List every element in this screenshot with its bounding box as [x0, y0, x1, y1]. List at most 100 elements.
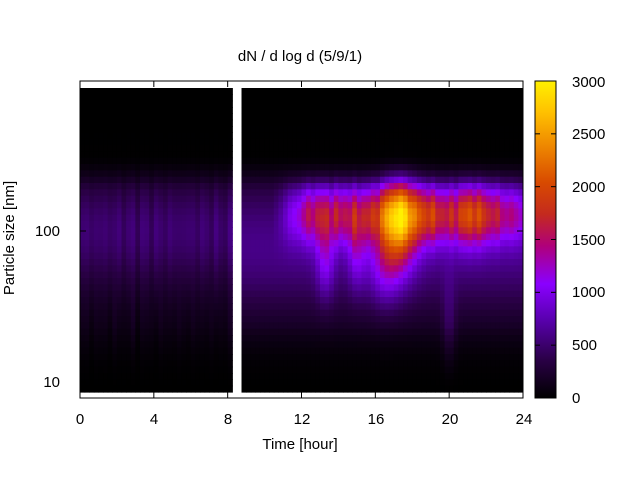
heatmap-cell	[389, 379, 395, 387]
heatmap-cell	[490, 126, 496, 133]
heatmap-cell	[453, 297, 459, 304]
heatmap-cell	[352, 132, 358, 140]
heatmap-cell	[98, 259, 104, 266]
heatmap-cell	[393, 88, 399, 95]
heatmap-cell	[296, 360, 303, 368]
heatmap-cell	[301, 195, 307, 203]
heatmap-cell	[167, 157, 173, 165]
heatmap-cell	[80, 183, 86, 190]
heatmap-cell	[84, 183, 90, 190]
heatmap-cell	[204, 335, 210, 342]
heatmap-cell	[375, 119, 381, 127]
heatmap-cell	[112, 335, 118, 342]
heatmap-cell	[361, 107, 367, 114]
heatmap-cell	[301, 322, 307, 330]
heatmap-cell	[430, 366, 436, 374]
heatmap-cell	[403, 322, 409, 330]
heatmap-cell	[278, 259, 284, 266]
heatmap-cell	[287, 176, 293, 184]
heatmap-cell	[135, 265, 141, 273]
heatmap-cell	[130, 309, 136, 317]
heatmap-cell	[296, 278, 303, 285]
heatmap-cell	[347, 240, 353, 247]
heatmap-cell	[158, 328, 164, 336]
heatmap-cell	[486, 265, 492, 273]
heatmap-cell	[504, 341, 510, 349]
heatmap-cell	[453, 208, 459, 216]
heatmap-cell	[421, 341, 427, 349]
heatmap-cell	[426, 233, 432, 241]
heatmap-cell	[481, 202, 487, 209]
heatmap-cell	[167, 303, 173, 311]
heatmap-cell	[112, 240, 118, 247]
heatmap-cell	[495, 107, 501, 114]
heatmap-cell	[126, 284, 132, 292]
heatmap-cell	[227, 328, 233, 336]
heatmap-cell	[223, 94, 229, 102]
heatmap-cell	[199, 259, 206, 266]
heatmap-cell	[347, 164, 353, 171]
heatmap-cell	[352, 214, 358, 222]
heatmap-cell	[412, 145, 418, 152]
heatmap-cell	[476, 145, 483, 152]
heatmap-cell	[80, 94, 86, 102]
heatmap-cell	[167, 183, 173, 190]
heatmap-cell	[384, 354, 390, 361]
heatmap-cell	[209, 303, 215, 311]
heatmap-cell	[259, 107, 266, 114]
heatmap-cell	[186, 164, 192, 171]
heatmap-cell	[329, 297, 335, 304]
heatmap-cell	[426, 138, 432, 146]
heatmap-cell	[306, 208, 312, 216]
heatmap-cell	[329, 189, 335, 197]
heatmap-cell	[463, 132, 469, 140]
heatmap-cell	[287, 208, 293, 216]
heatmap-cell	[463, 366, 469, 374]
heatmap-cell	[241, 233, 247, 241]
heatmap-cell	[333, 107, 340, 114]
heatmap-cell	[343, 297, 349, 304]
heatmap-cell	[375, 189, 381, 197]
heatmap-cell	[449, 240, 455, 247]
heatmap-cell	[250, 145, 256, 152]
heatmap-cell	[246, 107, 252, 114]
heatmap-cell	[490, 183, 496, 190]
heatmap-cell	[241, 183, 247, 190]
heatmap-cell	[435, 145, 441, 152]
heatmap-cell	[195, 164, 201, 171]
heatmap-cell	[472, 170, 478, 178]
heatmap-cell	[458, 290, 464, 298]
heatmap-cell	[366, 88, 372, 95]
heatmap-cell	[403, 151, 409, 159]
heatmap-cell	[481, 183, 487, 190]
heatmap-cell	[393, 208, 399, 216]
heatmap-cell	[513, 119, 519, 127]
heatmap-cell	[490, 335, 496, 342]
heatmap-cell	[439, 176, 446, 184]
heatmap-cell	[463, 328, 469, 336]
heatmap-cell	[338, 284, 344, 292]
heatmap-cell	[467, 265, 473, 273]
heatmap-cell	[93, 119, 100, 127]
heatmap-cell	[273, 252, 280, 260]
heatmap-cell	[324, 126, 330, 133]
heatmap-cell	[250, 233, 256, 241]
heatmap-cell	[421, 107, 427, 114]
heatmap-cell	[116, 151, 123, 159]
heatmap-cell	[163, 132, 169, 140]
heatmap-cell	[421, 138, 427, 146]
heatmap-cell	[139, 259, 146, 266]
heatmap-cell	[449, 347, 455, 355]
heatmap-cell	[315, 107, 321, 114]
heatmap-cell	[296, 170, 303, 178]
heatmap-cell	[338, 385, 344, 393]
heatmap-cell	[504, 164, 510, 171]
heatmap-cell	[444, 107, 450, 114]
heatmap-cell	[139, 379, 146, 387]
heatmap-cell	[269, 233, 275, 241]
heatmap-cell	[453, 335, 459, 342]
heatmap-cell	[481, 208, 487, 216]
heatmap-cell	[176, 119, 183, 127]
heatmap-cell	[403, 94, 409, 102]
heatmap-cell	[513, 385, 519, 393]
